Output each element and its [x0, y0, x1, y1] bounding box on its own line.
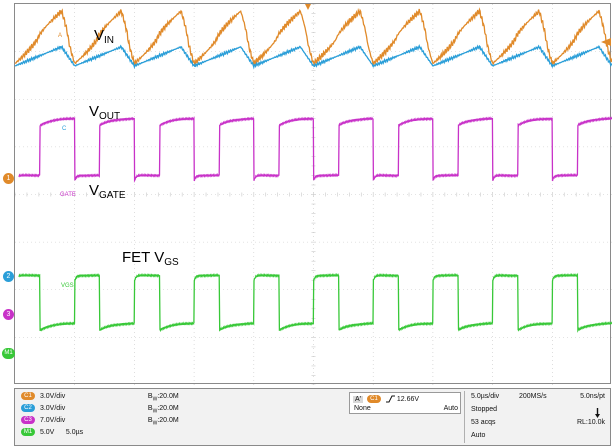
acq-record-length: RL:10.0k	[576, 419, 605, 426]
rising-edge-icon	[385, 395, 395, 403]
ch2-bw: BW:20.0M	[147, 404, 179, 415]
trace-gate	[18, 116, 613, 183]
channel-row[interactable]: C2 3.0V/div BW:20.0M	[21, 404, 179, 416]
trigger-source-badge: C1	[366, 395, 381, 403]
trace-vgs	[18, 272, 613, 333]
ch1-vdiv: 3.0V/div	[39, 392, 66, 400]
ch2-ground-marker[interactable]: 2	[3, 271, 14, 282]
math-ground-marker[interactable]: M1	[2, 348, 15, 359]
ch3-ground-marker[interactable]: 3	[3, 309, 14, 320]
trigger-a-badge: A'	[353, 395, 364, 403]
ch1-bw: BW:20.0M	[147, 392, 179, 403]
trigger-row-2: None Auto	[354, 405, 458, 412]
acq-sample-rate: 200MS/s	[519, 393, 547, 400]
trace-tag-a: A	[58, 33, 62, 39]
trace-tag-vgs: VGS	[61, 283, 74, 289]
ch2-vdiv: 3.0V/div	[39, 404, 66, 412]
trace-a	[14, 7, 613, 67]
acq-run-mode: Auto	[471, 432, 486, 439]
status-bar: C1 3.0V/div BW:20.0M C2 3.0V/div BW:20.0…	[14, 388, 611, 446]
trigger-row: A' C1 12.66V	[353, 395, 419, 403]
acq-resolution: 5.0ns/pt	[580, 393, 605, 400]
vin-label: VIN	[94, 27, 114, 46]
channel-row[interactable]: M1 5.0V 5.0µs	[21, 428, 179, 440]
ch3-vdiv: 7.0V/div	[39, 416, 66, 424]
trigger-coupling: None	[354, 405, 371, 412]
ch3-bw: BW:20.0M	[147, 416, 179, 427]
trace-tag-gate: GATE	[60, 192, 76, 198]
math-vdiv: 5.0V	[39, 428, 55, 436]
trigger-level: 12.66V	[396, 395, 420, 403]
trigger-level-marker[interactable]	[601, 38, 611, 46]
channel-row[interactable]: C1 3.0V/div BW:20.0M	[21, 392, 179, 404]
acq-timebase: 5.0µs/div	[471, 393, 500, 400]
ch1-ground-marker[interactable]: 1	[3, 173, 14, 184]
trace-c	[14, 43, 613, 70]
math-timebase: 5.0µs	[65, 428, 84, 436]
trigger-mode: Auto	[443, 405, 458, 412]
waveform-display[interactable]: VIN VOUT VGATE FET VGS A C GATE VGS	[2, 3, 613, 386]
channel-row[interactable]: C3 7.0V/div BW:20.0M	[21, 416, 179, 428]
channel-settings: C1 3.0V/div BW:20.0M C2 3.0V/div BW:20.0…	[21, 392, 179, 440]
waveform-canvas: VIN VOUT VGATE FET VGS A C GATE VGS	[14, 3, 613, 386]
ch2-badge: C2	[21, 404, 35, 412]
single-shot-arrow-icon	[595, 408, 600, 418]
trigger-panel[interactable]: A' C1 12.66V None Auto	[349, 392, 461, 414]
acq-count: 53 acqs	[471, 419, 496, 426]
divider	[464, 391, 465, 443]
trace-tag-c: C	[62, 126, 67, 132]
trigger-position-marker[interactable]	[305, 4, 311, 10]
vout-label: VOUT	[89, 103, 120, 122]
ch1-badge: C1	[21, 392, 35, 400]
vgate-label: VGATE	[89, 182, 126, 201]
vgs-label: FET VGS	[122, 249, 179, 268]
ch3-badge: C3	[21, 416, 35, 424]
acq-state: Stopped	[471, 406, 498, 413]
acquisition-panel[interactable]: 5.0µs/div 200MS/s 5.0ns/pt Stopped 53 ac…	[467, 391, 607, 445]
math-badge: M1	[21, 428, 35, 436]
traces	[14, 7, 613, 333]
